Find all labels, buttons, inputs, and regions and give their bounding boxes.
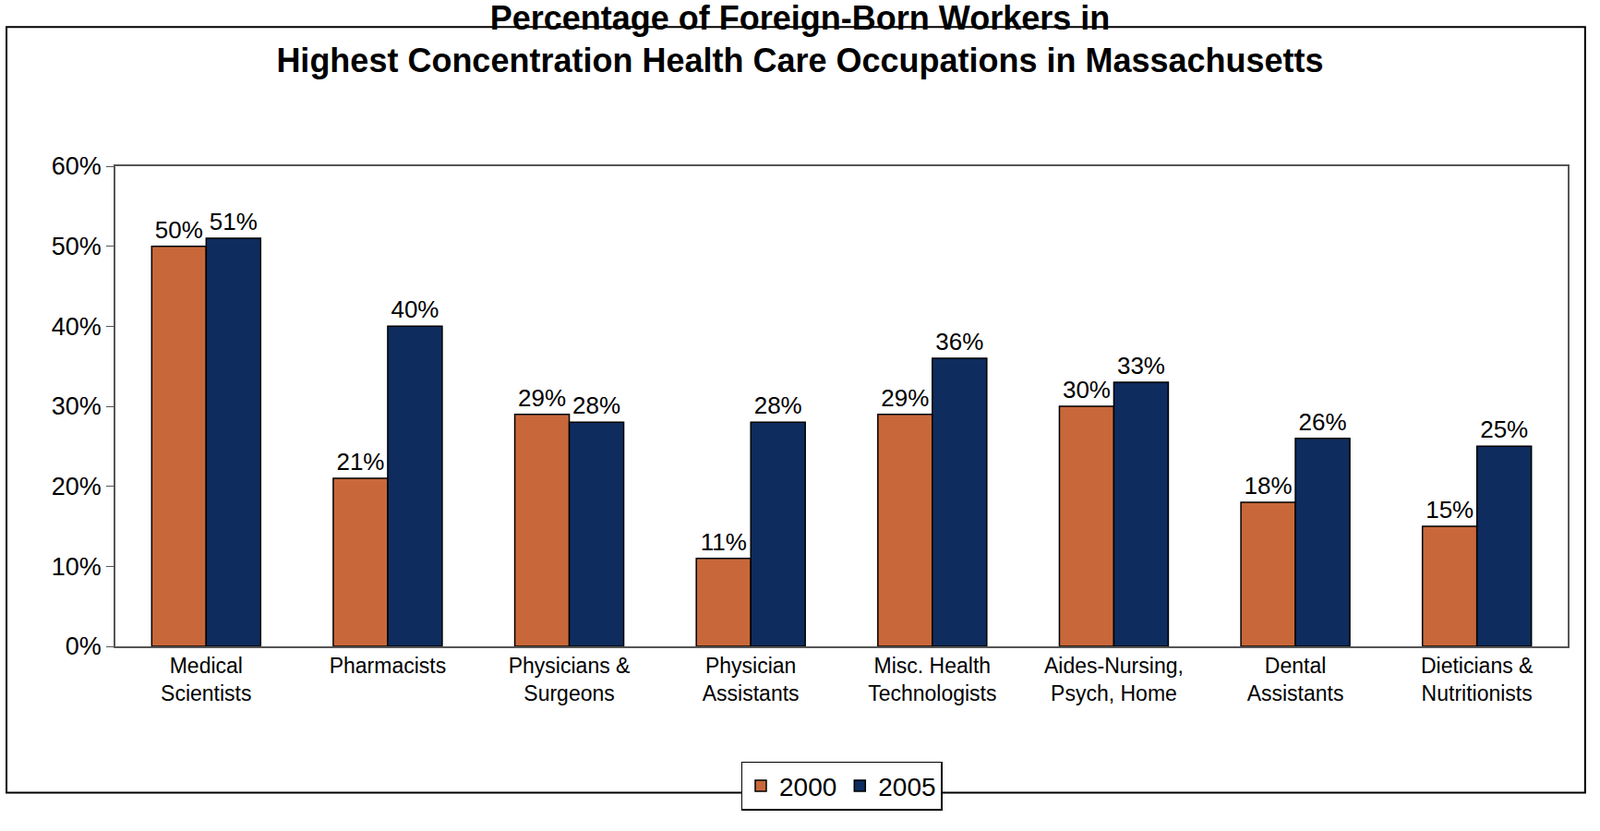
svg-text:PhysicianAssistants: PhysicianAssistants [702,653,800,706]
svg-text:21%: 21% [336,447,385,476]
svg-text:36%: 36% [935,327,984,356]
svg-text:DentalAssistants: DentalAssistants [1247,653,1345,706]
svg-text:Misc. HealthTechnologists: Misc. HealthTechnologists [867,653,997,706]
svg-text:20%: 20% [51,472,102,501]
svg-text:15%: 15% [1425,495,1474,524]
svg-text:60%: 60% [51,152,102,181]
svg-text:Aides-Nursing,Psych, Home: Aides-Nursing,Psych, Home [1044,653,1184,706]
svg-text:30%: 30% [51,392,102,421]
svg-text:0%: 0% [65,632,102,661]
svg-text:18%: 18% [1244,471,1293,500]
svg-text:10%: 10% [51,553,102,581]
svg-text:29%: 29% [517,384,566,412]
svg-text:Pharmacists: Pharmacists [329,653,447,678]
svg-text:26%: 26% [1299,408,1348,436]
svg-text:Dieticians &Nutritionists: Dieticians &Nutritionists [1420,653,1533,706]
svg-text:40%: 40% [390,295,439,324]
svg-text:33%: 33% [1117,351,1166,380]
svg-text:50%: 50% [51,232,102,261]
svg-text:28%: 28% [754,391,803,420]
svg-text:25%: 25% [1479,415,1528,444]
svg-text:2005: 2005 [878,772,936,802]
svg-text:29%: 29% [880,384,929,412]
svg-text:MedicalScientists: MedicalScientists [160,653,252,706]
svg-text:30%: 30% [1062,375,1111,404]
svg-text:2000: 2000 [779,772,837,802]
svg-text:Percentage of Foreign-Born Wor: Percentage of Foreign-Born Workers inHig… [276,0,1324,80]
svg-text:51%: 51% [209,207,258,236]
svg-text:28%: 28% [572,391,621,420]
svg-text:50%: 50% [155,216,204,244]
svg-text:Physicians &Surgeons: Physicians &Surgeons [508,653,631,706]
svg-text:11%: 11% [700,528,747,556]
svg-text:40%: 40% [51,312,102,341]
